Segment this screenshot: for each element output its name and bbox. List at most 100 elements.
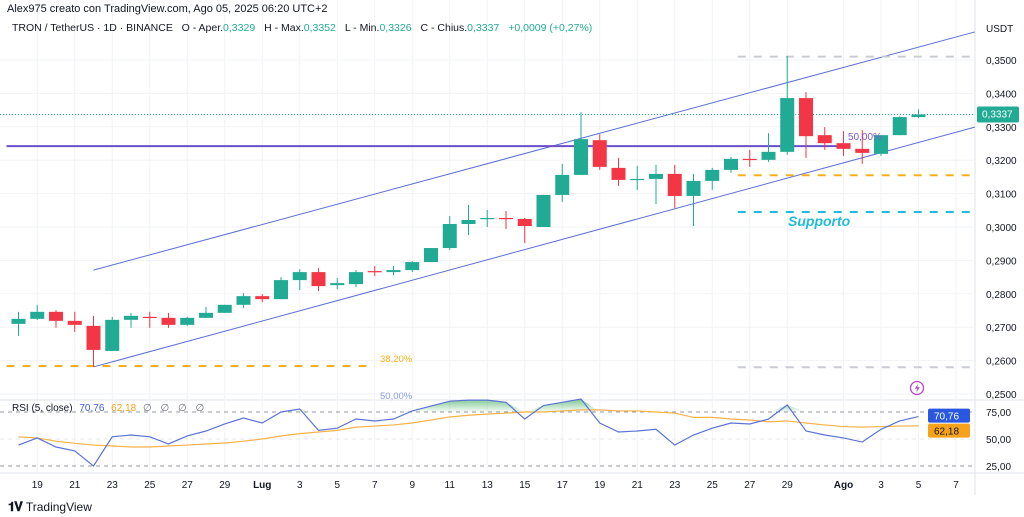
candle-body bbox=[124, 315, 138, 320]
price-tick-label: 0,2500 bbox=[986, 390, 1017, 401]
candle-body bbox=[105, 319, 120, 351]
chart-attribution: Alex975 creato con TradingView.com, Ago … bbox=[7, 3, 328, 15]
candle bbox=[105, 316, 120, 351]
candle bbox=[161, 312, 176, 328]
candle-body bbox=[180, 317, 195, 325]
candle bbox=[705, 167, 720, 190]
candle bbox=[292, 269, 307, 291]
time-tick-label: 19 bbox=[32, 480, 44, 491]
rsi-value-badge bbox=[928, 408, 970, 423]
price-tick-label: 0,2900 bbox=[986, 256, 1017, 267]
price-tick-label: 0,3400 bbox=[986, 89, 1017, 100]
candle-body bbox=[330, 283, 345, 286]
candle bbox=[742, 149, 757, 167]
candle bbox=[461, 204, 476, 236]
time-tick-label: 29 bbox=[219, 480, 231, 491]
candle-body bbox=[817, 135, 832, 144]
fib-382-label: 38,20% bbox=[380, 354, 413, 365]
candle-body bbox=[86, 325, 101, 350]
time-tick-label: 29 bbox=[782, 480, 794, 491]
time-tick-label: 7 bbox=[953, 480, 959, 491]
candle-body bbox=[424, 248, 438, 263]
candle bbox=[442, 215, 457, 251]
symbol-title[interactable]: TRON / TetherUS · 1D · BINANCE bbox=[12, 22, 173, 34]
time-tick-label: 3 bbox=[297, 480, 303, 491]
grid bbox=[0, 0, 1024, 495]
candle bbox=[517, 217, 532, 244]
candle-body bbox=[761, 151, 776, 160]
candle-body bbox=[592, 140, 607, 167]
candle-body bbox=[30, 311, 45, 319]
candle-body bbox=[217, 304, 232, 313]
candle bbox=[799, 92, 813, 158]
candle bbox=[555, 163, 570, 202]
high-label: H - Max. bbox=[264, 22, 304, 34]
time-tick-label: 21 bbox=[69, 480, 81, 491]
candle-body bbox=[911, 114, 926, 118]
candles-layer bbox=[11, 55, 926, 367]
candle-body bbox=[611, 167, 626, 180]
candle-body bbox=[630, 178, 645, 181]
candle-body bbox=[49, 311, 63, 321]
rsi-pane bbox=[0, 398, 975, 467]
candle-body bbox=[67, 320, 82, 325]
rsi-title[interactable]: RSI (5, close) bbox=[12, 403, 73, 414]
candle bbox=[49, 310, 63, 328]
candle bbox=[386, 266, 401, 276]
candle-body bbox=[742, 158, 757, 161]
price-tick-label: 0,3100 bbox=[986, 190, 1017, 201]
time-tick-label: 23 bbox=[107, 480, 119, 491]
rsi-line bbox=[18, 398, 919, 467]
support-label[interactable]: Supporto bbox=[788, 213, 851, 229]
open-label: O - Aper. bbox=[181, 22, 224, 34]
candle-body bbox=[480, 217, 495, 220]
lightning-icon[interactable] bbox=[909, 380, 925, 396]
candle-body bbox=[461, 219, 476, 224]
candle-body bbox=[574, 139, 588, 175]
candle bbox=[911, 109, 926, 119]
time-tick-label: 3 bbox=[878, 480, 884, 491]
open-value: 0,3329 bbox=[223, 22, 256, 34]
candle-body bbox=[724, 158, 738, 170]
rsi-tick-label: 50,00 bbox=[986, 435, 1011, 446]
candle bbox=[874, 135, 888, 156]
candle bbox=[67, 311, 82, 332]
candle bbox=[574, 112, 588, 175]
brand-name: TradingView bbox=[25, 500, 92, 514]
footer-brand[interactable]: 𝟏𝐕 TradingView bbox=[8, 499, 92, 515]
candle bbox=[536, 194, 551, 227]
candle bbox=[817, 127, 832, 150]
time-tick-label: 9 bbox=[409, 480, 415, 491]
candle bbox=[592, 134, 607, 170]
candle-body bbox=[367, 271, 382, 273]
candle bbox=[180, 316, 195, 326]
low-label: L - Min. bbox=[344, 22, 380, 34]
candle-body bbox=[536, 194, 551, 227]
candle bbox=[611, 157, 626, 186]
rsi-overbought-fill bbox=[18, 399, 919, 412]
candle-body bbox=[349, 272, 363, 285]
candle bbox=[480, 209, 495, 227]
candle bbox=[236, 293, 251, 309]
candle bbox=[780, 55, 795, 155]
time-tick-label: 13 bbox=[482, 480, 494, 491]
candle-body bbox=[11, 318, 26, 324]
drawings-layer[interactable] bbox=[0, 31, 975, 369]
candle-body bbox=[555, 174, 570, 195]
time-tick-label: Ago bbox=[834, 480, 853, 491]
time-tick-label: 23 bbox=[669, 480, 681, 491]
rsi-value: 70,76 bbox=[79, 403, 105, 414]
candle-body bbox=[836, 143, 851, 149]
time-tick-label: 25 bbox=[707, 480, 719, 491]
candle bbox=[199, 306, 213, 318]
time-tick-label: 25 bbox=[144, 480, 156, 491]
time-tick-label: 5 bbox=[916, 480, 922, 491]
rsi-ma-line bbox=[18, 409, 919, 448]
candle-body bbox=[292, 272, 307, 281]
time-tick-label: 19 bbox=[594, 480, 606, 491]
candle bbox=[761, 133, 776, 162]
candle-body bbox=[142, 316, 157, 319]
candle bbox=[424, 248, 438, 263]
rsi-ma-value: 62,18 bbox=[111, 403, 137, 414]
